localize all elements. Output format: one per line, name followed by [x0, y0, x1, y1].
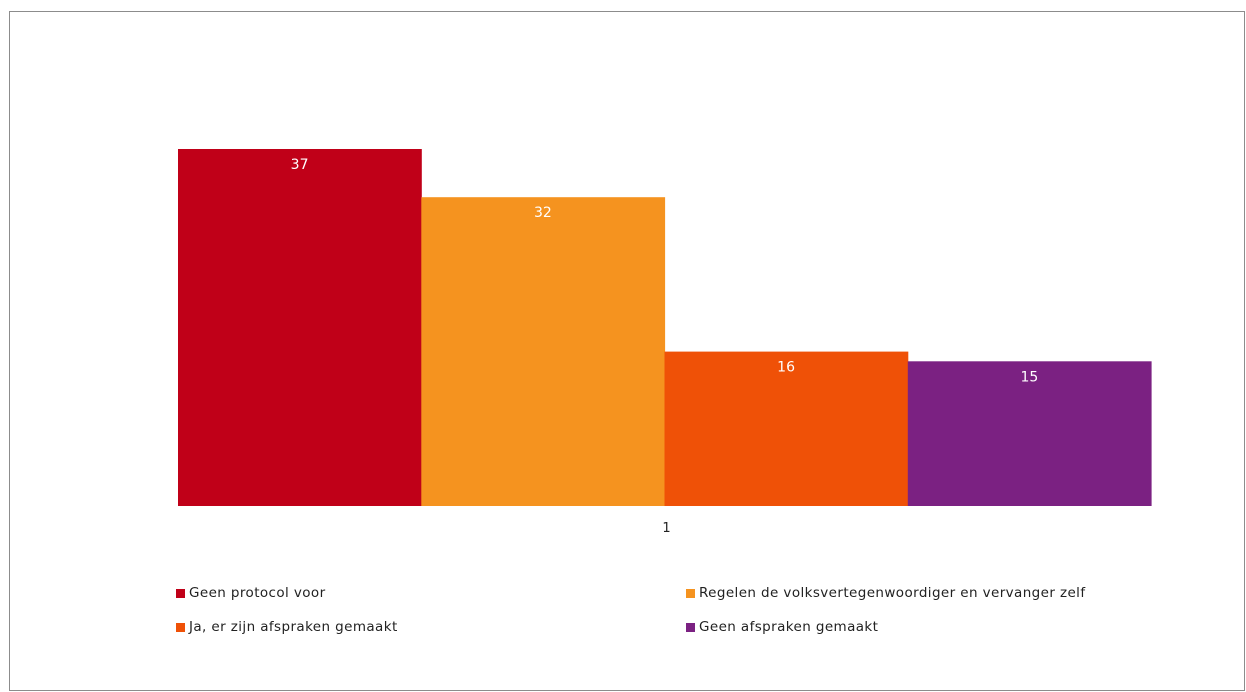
legend-swatch-1	[176, 588, 185, 598]
data-label-3: 16	[777, 360, 795, 376]
legend-label-1: Geen protocol voor	[189, 585, 326, 601]
legend-swatch-2	[686, 588, 695, 598]
chart-legend: Geen protocol voor Regelen de volksverteg…	[166, 585, 1226, 645]
legend-item-2: Regelen de volksvertegenwoordiger en ver…	[686, 585, 1086, 601]
legend-label-3: Ja, er zijn afspraken gemaakt	[189, 619, 398, 635]
legend-item-4: Geen afspraken gemaakt	[686, 619, 878, 635]
category-tick-label: 1	[662, 521, 670, 536]
legend-item-3: Ja, er zijn afspraken gemaakt	[176, 619, 398, 635]
legend-label-2: Regelen de volksvertegenwoordiger en ver…	[699, 585, 1086, 601]
bar-4	[907, 361, 1152, 506]
bar-2	[421, 197, 666, 506]
bar-1	[178, 149, 422, 506]
legend-label-4: Geen afspraken gemaakt	[699, 619, 879, 635]
data-label-4: 15	[1020, 369, 1038, 385]
legend-swatch-4	[686, 622, 695, 632]
data-label-1: 37	[291, 157, 309, 173]
bar-3	[664, 351, 909, 506]
legend-item-1: Geen protocol voor	[176, 585, 326, 601]
legend-swatch-3	[176, 622, 185, 632]
data-label-2: 32	[534, 205, 552, 221]
